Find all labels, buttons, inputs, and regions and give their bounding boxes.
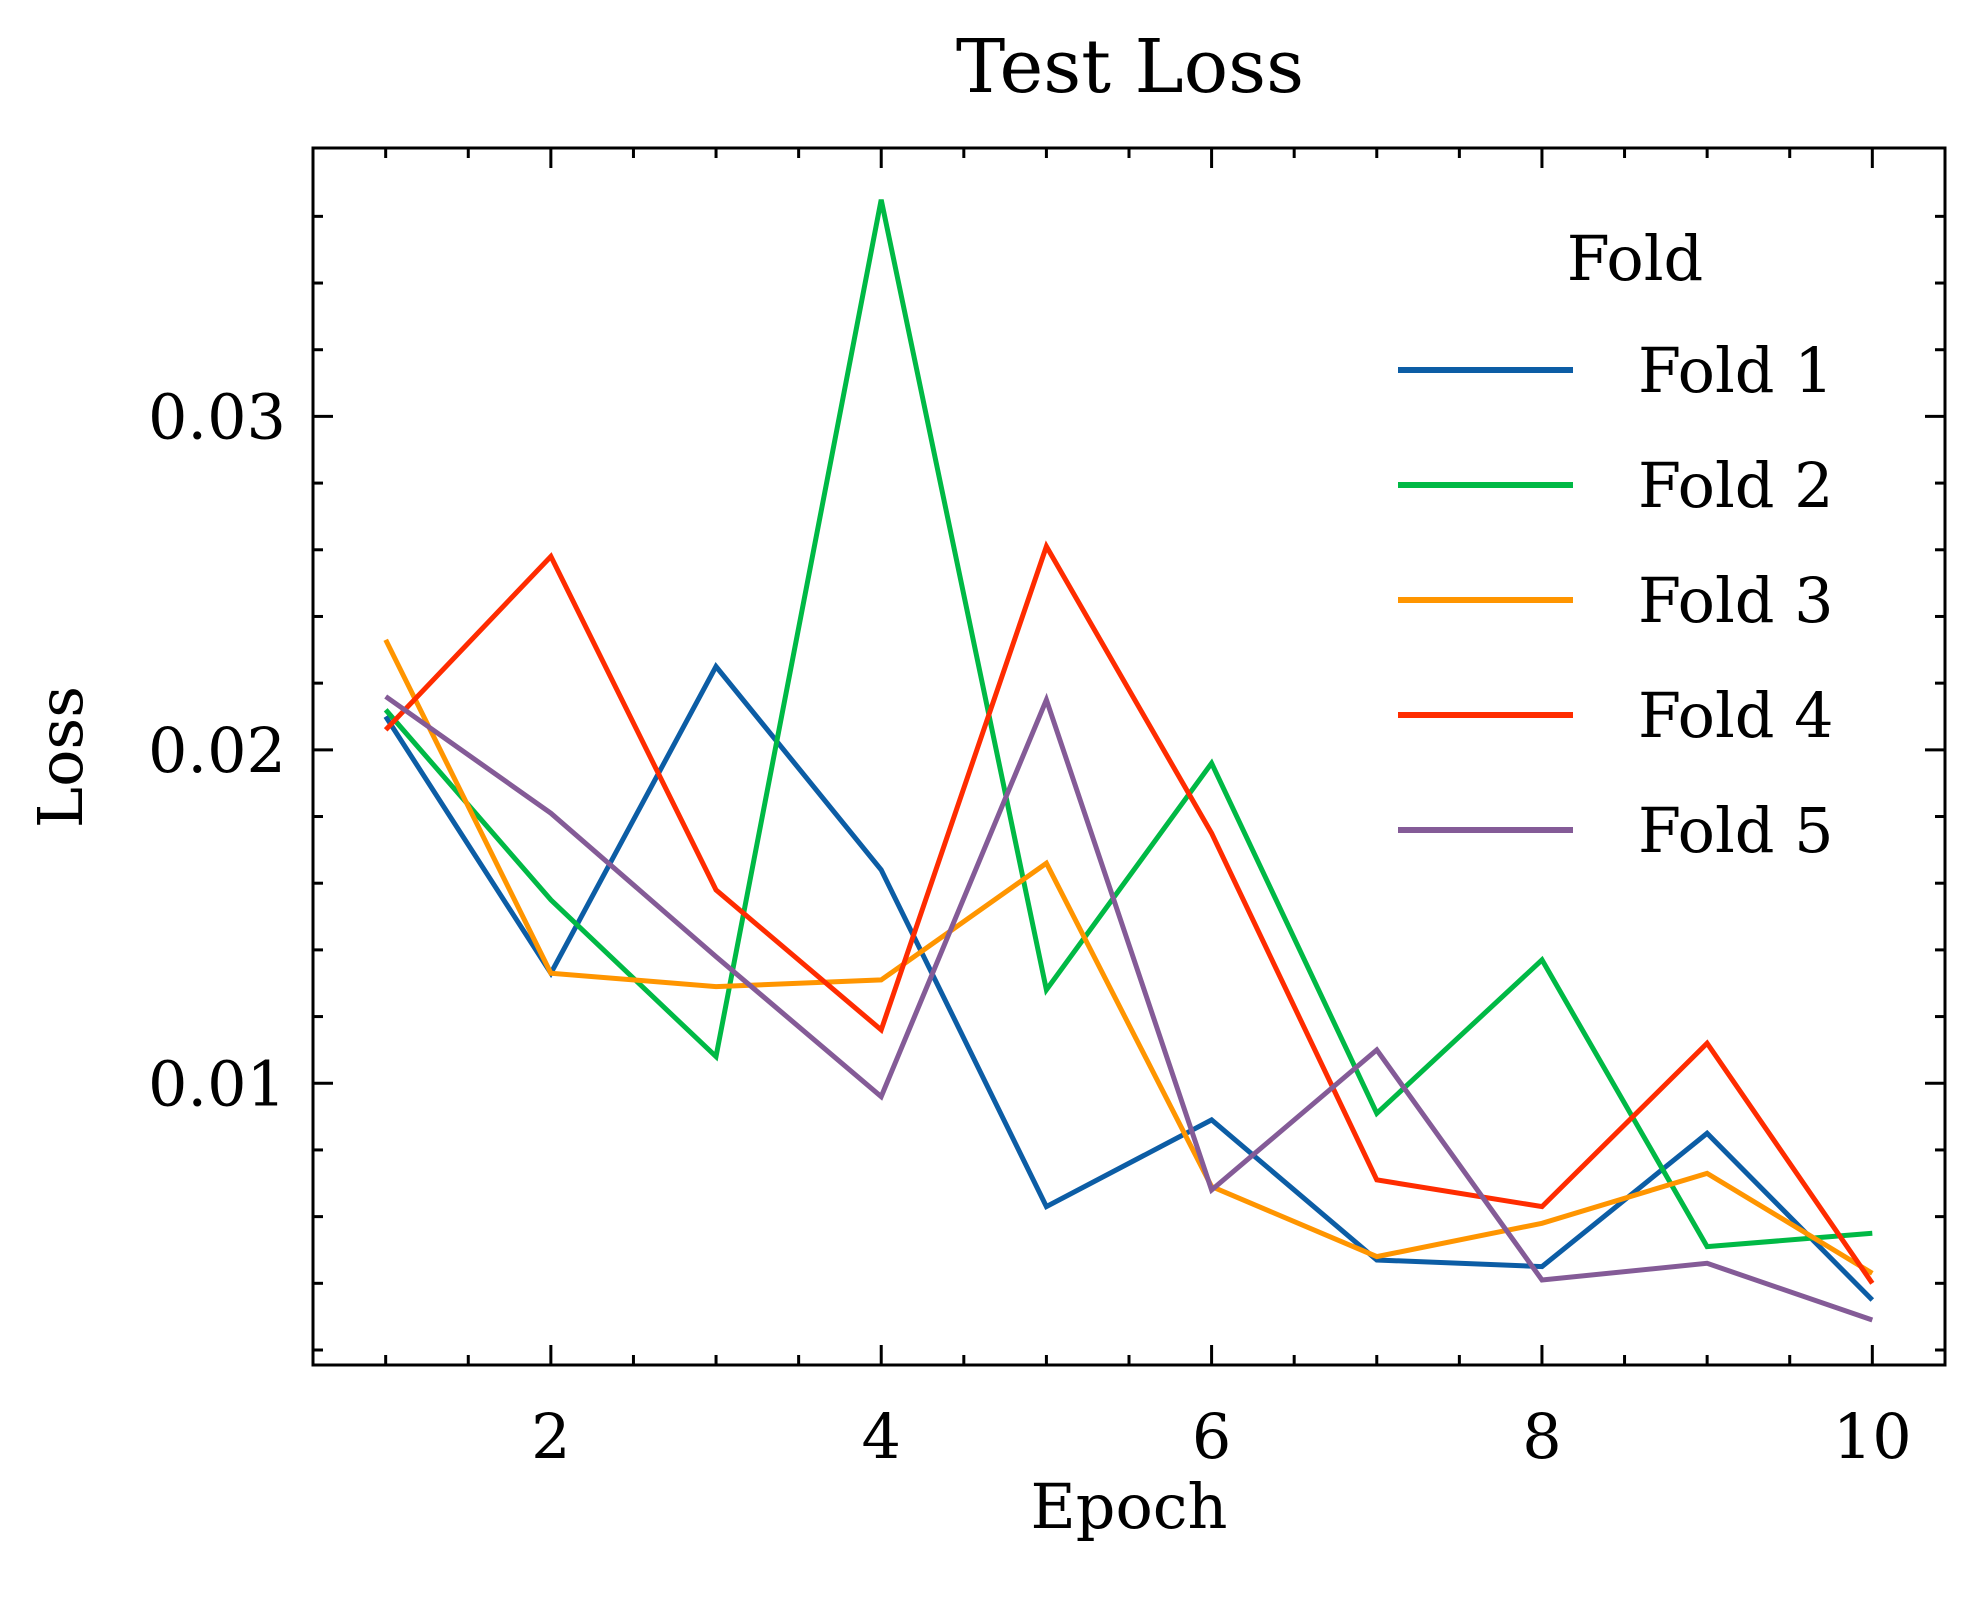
y-axis-label: Loss xyxy=(24,686,97,828)
legend-label-fold-4: Fold 4 xyxy=(1638,679,1834,752)
chart-title: Test Loss xyxy=(956,24,1304,110)
legend: Fold Fold 1 Fold 2 Fold 3 Fold 4 Fold 5 xyxy=(1398,222,1834,867)
plot-frame xyxy=(311,146,1947,1367)
x-tick-labels: 2 4 6 8 10 xyxy=(531,1400,1912,1473)
x-axis-label: Epoch xyxy=(1031,1470,1228,1543)
series-line-fold-3 xyxy=(383,638,1874,1276)
y-tick-label: 0.01 xyxy=(148,1047,286,1120)
legend-label-fold-1: Fold 1 xyxy=(1638,334,1834,407)
legend-label-fold-2: Fold 2 xyxy=(1638,449,1834,522)
legend-title: Fold xyxy=(1567,222,1703,295)
series-line-fold-5 xyxy=(384,692,1874,1323)
x-tick-label: 4 xyxy=(862,1400,901,1473)
y-tick-label: 0.02 xyxy=(148,714,286,787)
ticks-layer xyxy=(313,148,1945,1365)
x-tick-label: 8 xyxy=(1522,1400,1561,1473)
series-layer xyxy=(383,199,1875,1323)
legend-label-fold-3: Fold 3 xyxy=(1638,564,1834,637)
legend-items: Fold 1 Fold 2 Fold 3 Fold 4 Fold 5 xyxy=(1398,334,1834,867)
series-line-fold-1 xyxy=(383,662,1875,1302)
series-line-fold-4 xyxy=(383,540,1875,1285)
x-tick-label: 2 xyxy=(531,1400,570,1473)
legend-label-fold-5: Fold 5 xyxy=(1638,794,1834,867)
y-tick-labels: 0.01 0.02 0.03 xyxy=(148,380,286,1120)
x-tick-label: 6 xyxy=(1192,1400,1231,1473)
x-tick-label: 10 xyxy=(1833,1400,1912,1473)
y-tick-label: 0.03 xyxy=(148,380,286,453)
